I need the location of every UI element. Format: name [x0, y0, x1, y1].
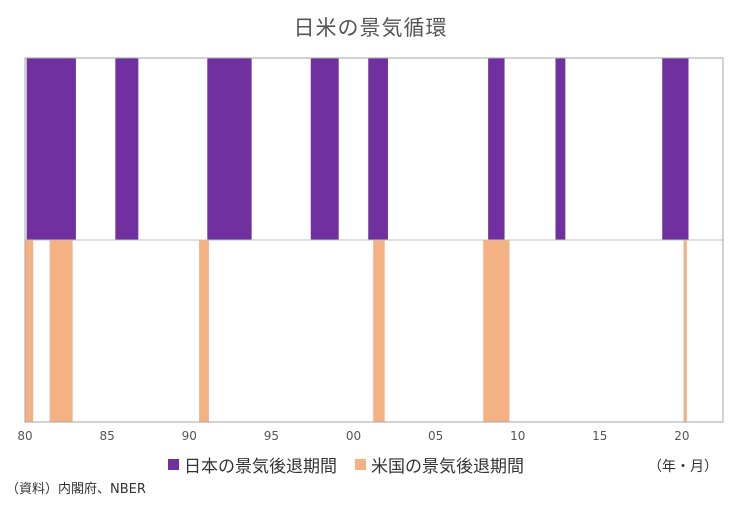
recession-bar-us-5 — [483, 240, 510, 422]
recession-bar-japan-1 — [26, 58, 76, 240]
legend-item-japan: 日本の景気後退期間 — [168, 452, 337, 477]
legend-item-us: 米国の景気後退期間 — [355, 452, 524, 477]
recession-bar-japan-7 — [555, 58, 566, 240]
source-note: （資料）内閣府、NBER — [6, 482, 146, 497]
recession-bar-japan-2 — [115, 58, 139, 240]
x-tick-label-95: 95 — [264, 429, 279, 443]
legend: 日本の景気後退期間 米国の景気後退期間 — [168, 452, 542, 477]
recession-bar-us-6 — [683, 240, 687, 422]
x-axis-unit-label: （年・月） — [648, 459, 718, 475]
x-tick-label-90: 90 — [182, 429, 197, 443]
x-tick-label-20: 20 — [674, 429, 689, 443]
x-tick-label-15: 15 — [592, 429, 607, 443]
recession-bar-japan-8 — [662, 58, 689, 240]
x-tick-label-80: 80 — [17, 429, 32, 443]
x-tick-label-10: 10 — [510, 429, 525, 443]
chart-title: 日米の景気循環 — [293, 16, 448, 40]
recession-bar-us-4 — [373, 240, 385, 422]
recession-bar-japan-4 — [310, 58, 339, 240]
legend-swatch-japan — [168, 459, 179, 470]
recession-bar-us-1 — [25, 240, 34, 422]
recession-bar-japan-6 — [488, 58, 505, 240]
recession-bar-japan-3 — [207, 58, 252, 240]
recession-bar-us-3 — [199, 240, 209, 422]
x-tick-label-00: 00 — [346, 429, 361, 443]
recession-bar-japan-5 — [368, 58, 388, 240]
x-tick-label-85: 85 — [99, 429, 114, 443]
legend-label-us: 米国の景気後退期間 — [371, 457, 524, 477]
x-tick-label-05: 05 — [428, 429, 443, 443]
legend-label-japan: 日本の景気後退期間 — [184, 457, 337, 477]
plot-frame — [24, 57, 724, 423]
legend-swatch-us — [355, 459, 366, 470]
recession-bar-us-2 — [49, 240, 73, 422]
